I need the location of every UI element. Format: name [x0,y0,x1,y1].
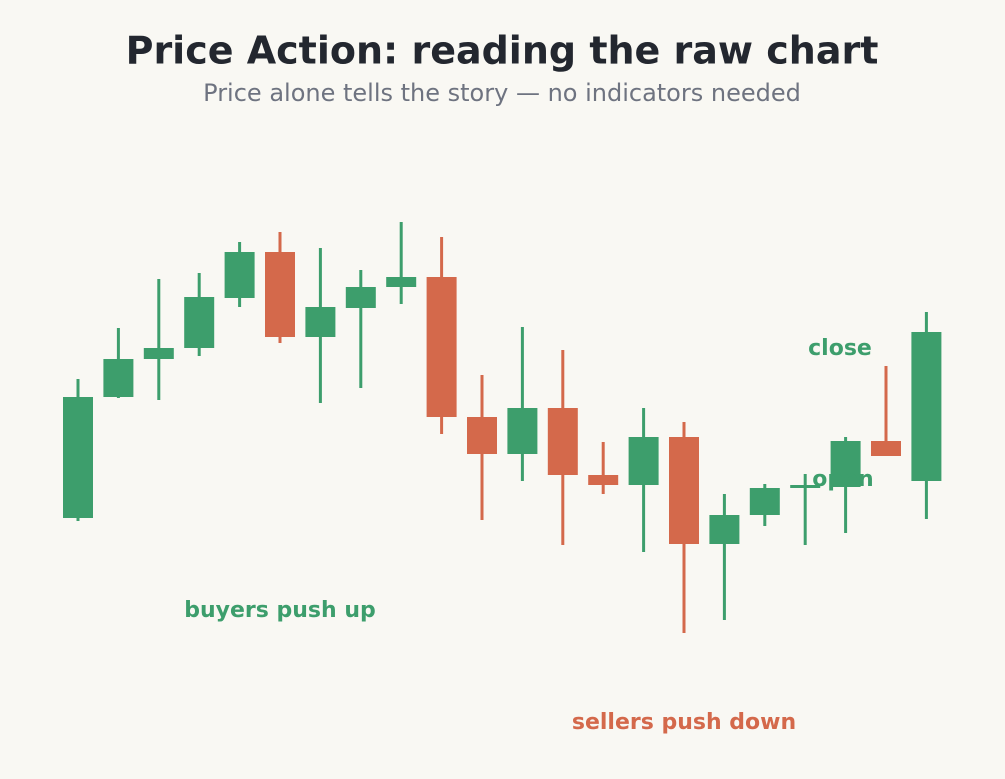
candle-body [507,408,538,454]
candle-body [265,252,295,337]
candle-body [830,441,861,487]
candle-body [63,397,93,518]
candle-body [871,441,901,456]
candle-body [628,437,659,485]
candle-body [305,307,336,337]
candle-body [467,417,497,454]
annotation: sellers push down [572,710,796,735]
candle-body [184,297,215,348]
candle-body [547,408,578,475]
candle-body [345,287,376,308]
candle-body [669,437,699,544]
annotation: buyers push up [184,598,376,623]
candle-body [426,277,457,417]
candle-body [749,488,780,515]
annotation: open [812,467,873,492]
candle-body [588,475,619,485]
candle-body [386,277,417,287]
annotation: close [808,336,872,361]
chart-title: Price Action: reading the raw chart [126,29,879,73]
candle-body [709,515,740,544]
candle-body [143,348,174,359]
candle-body [790,485,821,488]
candle-body [224,252,255,298]
chart-subtitle: Price alone tells the story — no indicat… [203,79,801,107]
candle-body [911,332,942,481]
candle-body [103,359,134,397]
